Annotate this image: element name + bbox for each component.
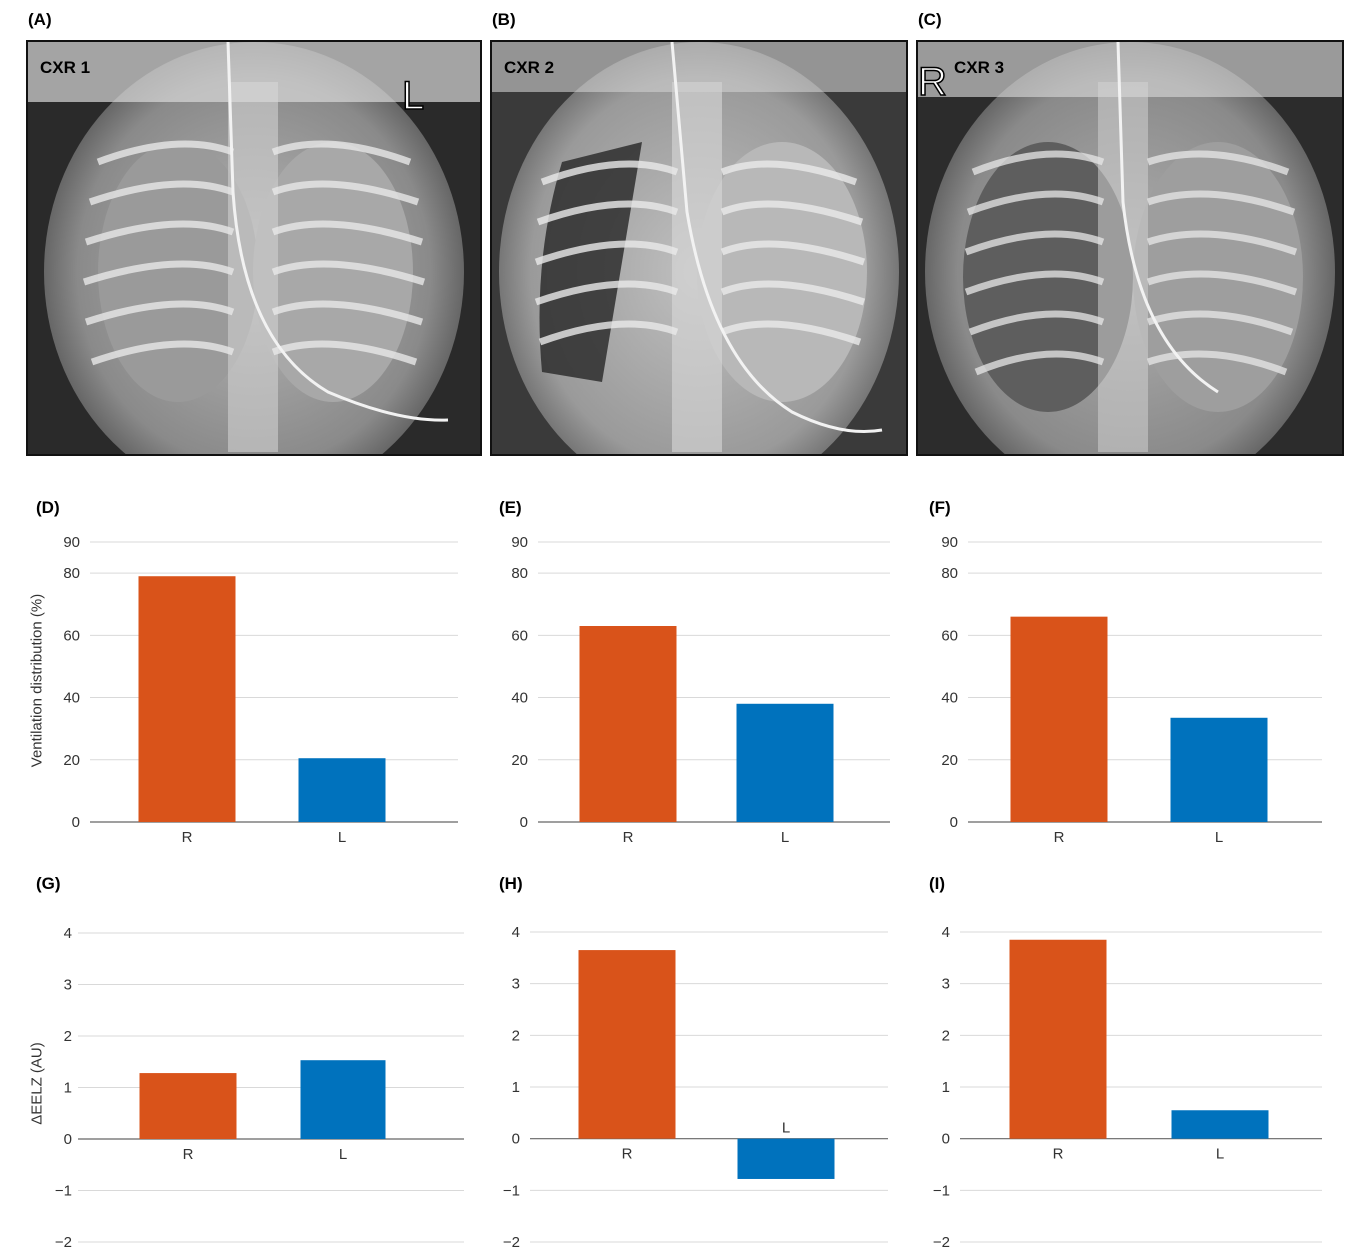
y-tick-label: 20 [511, 752, 528, 769]
y-tick-label: 60 [63, 627, 80, 644]
ylabel-ventilation: Ventilation distribution (%) [28, 593, 46, 768]
chart-i: −2 −1 0 1 2 3 4 R L [933, 924, 1322, 1251]
xray-image-3 [918, 42, 1342, 454]
xray-image-1 [28, 42, 480, 454]
bar-r [579, 626, 677, 822]
panel-label-b: (B) [492, 10, 516, 29]
bar-r [578, 950, 676, 1139]
chest-xray-3: CXR 3 R [916, 40, 1344, 456]
y-tick-label: 90 [941, 534, 958, 551]
bar-l [1170, 717, 1268, 822]
y-tick-label: 1 [512, 1079, 520, 1096]
bar-l [298, 758, 386, 822]
bar-r [1009, 939, 1107, 1139]
y-tick-label: 0 [950, 814, 958, 831]
y-tick-label: 0 [942, 1131, 950, 1148]
bar-r [1010, 616, 1108, 822]
panel-label-c: (C) [918, 10, 942, 29]
y-tick-label: 90 [511, 534, 528, 551]
x-tick-label: L [782, 1120, 790, 1137]
y-tick-label: 80 [941, 565, 958, 582]
panel-label-g: (G) [36, 874, 61, 893]
y-tick-label: 3 [64, 977, 72, 994]
panel-label-f: (F) [929, 498, 951, 517]
ylabel-eelz: ΔEELZ (AU) [28, 1042, 46, 1125]
x-tick-label: L [1216, 1146, 1224, 1163]
y-tick-label: −2 [933, 1234, 950, 1251]
y-tick-label: 4 [512, 924, 520, 941]
bar-l [737, 1138, 835, 1179]
y-tick-label: −1 [503, 1182, 520, 1199]
y-tick-label: −2 [503, 1234, 520, 1251]
y-tick-label: 2 [64, 1028, 72, 1045]
x-tick-label: L [781, 829, 789, 846]
y-tick-label: 80 [511, 565, 528, 582]
y-tick-label: 3 [942, 976, 950, 993]
bar-l [300, 1060, 386, 1139]
y-tick-label: 1 [942, 1079, 950, 1096]
chest-xray-1: CXR 1 L [26, 40, 482, 456]
chart-e: 0 20 40 60 80 90 R L [511, 534, 890, 846]
x-tick-label: L [1215, 829, 1223, 846]
bar-l [736, 703, 834, 822]
y-tick-label: 40 [941, 690, 958, 707]
xray-tag-3: CXR 3 [954, 58, 1005, 77]
panel-label-h: (H) [499, 874, 523, 893]
y-tick-label: 40 [511, 690, 528, 707]
panel-label-i: (I) [929, 874, 946, 893]
x-tick-label: L [338, 829, 346, 846]
x-tick-label: L [339, 1146, 347, 1163]
bar-l [1171, 1110, 1269, 1139]
chest-xray-2: CXR 2 [490, 40, 908, 456]
xray-tag-2: CXR 2 [504, 58, 555, 77]
x-tick-label: R [1054, 829, 1065, 846]
x-tick-label: R [182, 829, 193, 846]
bar-r [139, 1073, 237, 1139]
xray-side-marker-3: R [918, 60, 948, 104]
chart-g: −2 −1 0 1 2 3 4 R L [55, 925, 464, 1251]
x-tick-label: R [183, 1146, 194, 1163]
panel-label-d: (D) [36, 498, 60, 517]
y-tick-label: 0 [512, 1131, 520, 1148]
y-tick-label: 20 [63, 752, 80, 769]
x-tick-label: R [1053, 1146, 1064, 1163]
y-tick-label: −1 [933, 1182, 950, 1199]
x-tick-label: R [623, 829, 634, 846]
y-tick-label: 0 [520, 814, 528, 831]
chart-d: 0 20 40 60 80 90 R L [63, 534, 458, 846]
y-tick-label: 60 [941, 627, 958, 644]
chart-f: 0 20 40 60 80 90 R L [941, 534, 1322, 846]
y-tick-label: 2 [512, 1027, 520, 1044]
y-tick-label: 90 [63, 534, 80, 551]
y-tick-label: 60 [511, 627, 528, 644]
panel-label-a: (A) [28, 10, 52, 29]
y-tick-label: 80 [63, 565, 80, 582]
chart-h: −2 −1 0 1 2 3 4 R L [503, 924, 888, 1251]
xray-image-2 [492, 42, 906, 454]
y-tick-label: 0 [64, 1131, 72, 1148]
y-tick-label: 2 [942, 1027, 950, 1044]
y-tick-label: −2 [55, 1234, 72, 1251]
y-tick-label: 4 [942, 924, 950, 941]
y-tick-label: 3 [512, 976, 520, 993]
xray-side-marker-1: L [401, 74, 425, 118]
panel-label-e: (E) [499, 498, 522, 517]
y-tick-label: 40 [63, 690, 80, 707]
y-tick-label: −1 [55, 1183, 72, 1200]
y-tick-label: 4 [64, 925, 72, 942]
xray-tag-1: CXR 1 [40, 58, 91, 77]
x-tick-label: R [622, 1146, 633, 1163]
y-tick-label: 1 [64, 1080, 72, 1097]
y-tick-label: 20 [941, 752, 958, 769]
y-tick-label: 0 [72, 814, 80, 831]
bar-r [138, 576, 236, 822]
